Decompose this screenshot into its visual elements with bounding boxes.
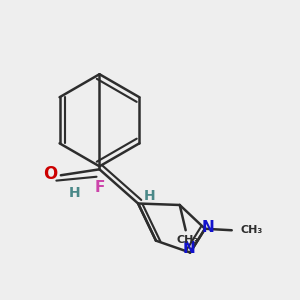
Text: CH₃: CH₃ bbox=[176, 235, 198, 245]
Text: O: O bbox=[43, 165, 58, 183]
Text: N: N bbox=[182, 241, 195, 256]
Text: F: F bbox=[94, 180, 105, 195]
Text: H: H bbox=[144, 189, 156, 203]
Text: N: N bbox=[202, 220, 214, 235]
Text: H: H bbox=[68, 186, 80, 200]
Text: CH₃: CH₃ bbox=[241, 225, 263, 235]
